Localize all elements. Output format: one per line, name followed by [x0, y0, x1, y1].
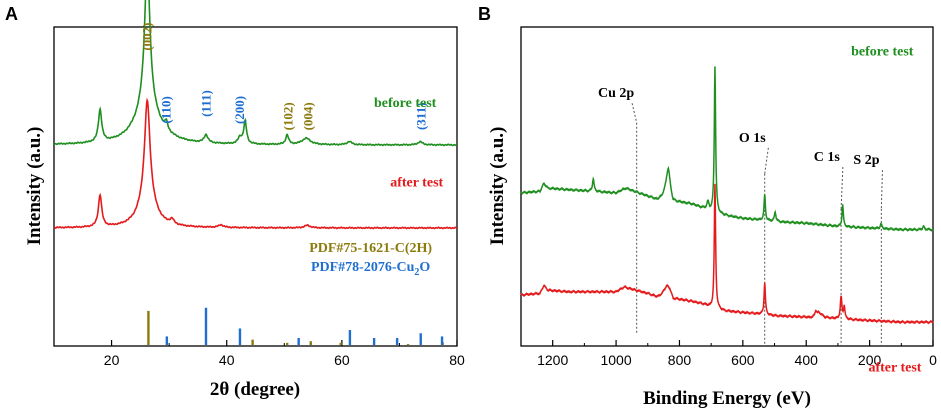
panel-a-x-tick-label: 40 — [219, 352, 235, 368]
panel-a-label: A — [5, 4, 18, 24]
panel-a-x-axis-title: 2θ (degree) — [210, 379, 300, 400]
xps-before-test-line — [520, 66, 934, 232]
panel-a-frame — [53, 26, 458, 347]
panel-b-x-ticks: 1200 1000 800 600 400 200 0 — [537, 340, 937, 368]
miller-index-label: (111) — [199, 90, 214, 117]
panel-b-x-tick-label: 400 — [795, 352, 819, 368]
miller-index-label: (311) — [413, 103, 428, 130]
panel-b-x-tick-label: 600 — [731, 352, 755, 368]
peak-guide-leader — [840, 166, 844, 209]
peak-guide-leader — [631, 103, 638, 123]
peak-guide-leader — [764, 147, 769, 174]
panel-b-label: B — [478, 4, 491, 24]
panel-b-frame — [520, 26, 934, 347]
panel-a-x-tick-label: 60 — [334, 352, 350, 368]
peak-label-s-2p: S 2p — [853, 153, 879, 168]
panel-a-x-tick-label: 80 — [449, 352, 465, 368]
panel-a-reference-label-c2h: PDF#75-1621-C(2H) — [309, 241, 432, 256]
peak-label-c-1s: C 1s — [814, 150, 841, 165]
panel-b-x-tick-label: 1000 — [600, 352, 631, 368]
peak-label-cu-2p: Cu 2p — [598, 86, 634, 101]
panel-b-x-axis-title: Binding Energy (eV) — [643, 388, 811, 409]
panel-a-reference-label-cu2o: PDF#78-2076-Cu2O — [311, 260, 430, 278]
xrd-after-test-line — [53, 97, 458, 230]
panel-a-y-axis-title: Intensity (a.u.) — [24, 127, 45, 246]
panel-a: A 2θ (degree) Intensity (a.u.) 20 40 60 80 … — [5, 0, 465, 400]
panel-b-series — [520, 66, 934, 325]
panel-a-x-ticks: 20 40 60 80 — [104, 340, 465, 368]
miller-index-label: (002) — [139, 22, 154, 50]
miller-index-label: (004) — [300, 102, 315, 130]
miller-index-label: (110) — [158, 96, 173, 123]
series-label-after-test: after test — [868, 361, 921, 376]
miller-index-label: (102) — [280, 102, 295, 130]
series-label-before-test: before test — [374, 96, 437, 111]
miller-index-label: (200) — [232, 96, 247, 124]
xps-after-test-line — [520, 183, 934, 325]
panel-a-x-tick-label: 20 — [104, 352, 120, 368]
peak-guide-leader — [880, 170, 883, 209]
panel-a-reference-sticks — [147, 307, 444, 345]
panel-b-labels: Cu 2p O 1s C 1s S 2p before test after test — [598, 45, 922, 376]
panel-b-x-tick-label: 0 — [929, 352, 937, 368]
peak-label-o-1s: O 1s — [739, 131, 766, 146]
panel-b-x-tick-label: 800 — [668, 352, 692, 368]
cu2o-label-end: O — [419, 260, 430, 275]
xrd-before-test-line — [53, 0, 458, 147]
series-label-after-test: after test — [390, 176, 443, 191]
panel-b-y-axis-title: Intensity (a.u.) — [487, 127, 508, 246]
panel-b-x-tick-label: 1200 — [537, 352, 568, 368]
panel-a-labels: PDF#75-1621-C(2H) PDF#78-2076-Cu2O (002)… — [139, 22, 443, 278]
cu2o-label-main: PDF#78-2076-Cu — [311, 260, 415, 275]
panel-b-x-tick-label: 200 — [858, 352, 882, 368]
cu2o-label-subscript: 2 — [414, 267, 419, 278]
panel-b: B Binding Energy (eV) Intensity (a.u.) 1… — [478, 4, 937, 409]
panel-a-series — [53, 0, 458, 230]
series-label-before-test: before test — [851, 45, 914, 60]
